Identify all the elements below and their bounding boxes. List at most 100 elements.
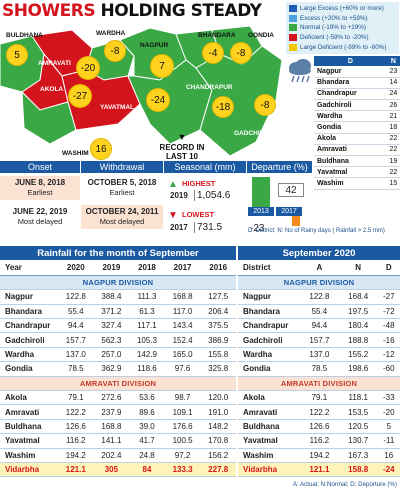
rainy-district: Gadchiroli xyxy=(314,99,387,112)
total-cell: 121.1 xyxy=(58,462,94,478)
rainy-count: 18 xyxy=(386,121,400,134)
sept-cell: 94.4 xyxy=(300,318,339,334)
sept-cell: 79.1 xyxy=(300,390,339,406)
sept-cell: -72 xyxy=(377,304,400,320)
rainfall-cell: 116.2 xyxy=(58,433,94,449)
district-name: Nagpur xyxy=(0,289,58,305)
district-name: Bhandara xyxy=(0,304,58,320)
rainfall-cell: 375.5 xyxy=(200,318,236,334)
district-name: Buldhana xyxy=(0,419,58,435)
rainfall-cell: 39.0 xyxy=(129,419,165,435)
sept-cell: 137.0 xyxy=(300,347,339,363)
district-name: Yavatmal xyxy=(0,433,58,449)
departure-value-2013: 42 xyxy=(278,183,304,197)
district-name: Chandrapur xyxy=(238,318,300,334)
monsoon-record-panel: Onset Withdrawal Seasonal (mm) Departure… xyxy=(0,161,312,245)
district-name: Gadchiroli xyxy=(238,332,300,348)
table-row: Yavatmal 116.2 130.7 -11 xyxy=(238,433,400,449)
rainfall-cell: 126.6 xyxy=(58,419,94,435)
sept-cell: -11 xyxy=(377,433,400,449)
city-label-akola: AKOLA xyxy=(40,86,64,93)
withdrawal-delayed-cell: OCTOBER 24, 2011 Most delayed xyxy=(81,205,163,229)
page-title: SHOWERS HOLDING STEADY xyxy=(2,1,262,21)
legend-item: Large Excess (+60% or more) xyxy=(289,4,396,14)
onset-earliest-date: JUNE 8, 2018 xyxy=(14,178,66,187)
rainy-district: Washim xyxy=(314,177,387,190)
table-row: Gondia 78.5 362.9 118.6 97.6 325.8 xyxy=(0,361,236,377)
legend-item: Deficient (-59% to -20%) xyxy=(289,33,396,43)
rainfall-cell: 78.5 xyxy=(58,361,94,377)
rainfall-cell: 127.5 xyxy=(200,289,236,305)
rainy-row: Buldhana 19 xyxy=(314,155,400,168)
rainy-row: Wardha 21 xyxy=(314,110,400,123)
rainfall-cell: 386.9 xyxy=(200,332,236,348)
sept-col-header: N xyxy=(338,261,378,276)
rainfall-cell: 206.4 xyxy=(200,304,236,320)
rainfall-cell: 41.7 xyxy=(129,433,165,449)
rainy-district: Bhandara xyxy=(314,77,387,89)
sept-cell: 197.5 xyxy=(338,304,378,320)
rainy-district: Yavatmal xyxy=(314,166,387,179)
bubble-akola: -27 xyxy=(68,84,92,108)
district-name: Akola xyxy=(0,390,58,406)
district-name: Yavatmal xyxy=(238,433,300,449)
legend-swatch xyxy=(289,34,297,42)
total-cell: Vidarbha xyxy=(238,462,300,478)
city-label-yavatmal: YAVATMAL xyxy=(100,104,135,111)
sept-cell: 153.5 xyxy=(338,404,378,420)
rainfall-cell: 327.4 xyxy=(93,318,130,334)
rainy-header-district: D xyxy=(314,56,387,66)
map-section: SHOWERS HOLDING STEADY BULDHANA WARDHA N… xyxy=(0,0,400,170)
legend: Large Excess (+60% or more) Excess (+20%… xyxy=(286,2,399,54)
rainfall-col-header: 2020 xyxy=(58,261,94,276)
rainfall-table-title: Rainfall for the month of September xyxy=(0,246,236,260)
legend-item: Normal (-19% to +19%) xyxy=(289,23,396,33)
seasonal-highest-label: HIGHEST xyxy=(182,179,216,188)
total-cell: 305 xyxy=(93,462,130,478)
rainy-count: 21 xyxy=(386,110,400,123)
table-row: Washim 194.2 202.4 24.8 97.2 156.2 xyxy=(0,448,236,463)
rainy-count: 15 xyxy=(386,177,400,190)
table-row: Gadchiroli 157.7 188.8 -16 xyxy=(238,332,400,348)
up-arrow-icon: ▲ xyxy=(168,179,178,190)
legend-swatch xyxy=(289,43,297,51)
sept-col-header: District xyxy=(238,261,300,276)
departure-value-2017: -23 xyxy=(250,223,265,234)
rainy-count: 23 xyxy=(386,66,400,78)
legend-label: Large Deficient (-99% to -60%) xyxy=(300,43,387,51)
table-row: Wardha 137.0 257.0 142.9 165.0 155.8 xyxy=(0,347,236,363)
table-row: Washim 194.2 167.3 16 xyxy=(238,448,400,463)
sept-cell: 157.7 xyxy=(300,332,339,348)
table-row: Bhandara 55.4 197.5 -72 xyxy=(238,304,400,320)
rainy-count: 26 xyxy=(386,99,400,112)
table-row: Gadchiroli 157.7 562.3 105.3 152.4 386.9 xyxy=(0,332,236,348)
withdrawal-earliest-cell: OCTOBER 5, 2018 Earliest xyxy=(81,176,163,200)
seasonal-lowest-value: 731.5 xyxy=(194,222,222,233)
rainy-row: Akola 22 xyxy=(314,133,400,145)
district-name: Nagpur xyxy=(238,289,300,305)
sept-table: District A N D NAGPUR DIVISION Nagpur 122.8 168… xyxy=(238,261,400,478)
sept-cell: 188.8 xyxy=(338,332,378,348)
title-part1: SHOWERS xyxy=(2,1,96,21)
division-row: AMRAVATI DIVISION xyxy=(0,376,236,392)
table-row: Nagpur 122.8 388.4 111.3 168.8 127.5 xyxy=(0,289,236,305)
sept-cell: 180.4 xyxy=(338,318,378,334)
district-name: Bhandara xyxy=(238,304,300,320)
onset-delayed-label: Most delayed xyxy=(17,217,63,226)
rainy-district: Chandrapur xyxy=(314,88,387,101)
sept-cell: 126.6 xyxy=(300,419,339,435)
rainfall-cell: 117.1 xyxy=(129,318,165,334)
legend-label: Excess (+20% to +59%) xyxy=(300,14,368,22)
rainy-row: Gondia 18 xyxy=(314,121,400,134)
sept-cell: 122.2 xyxy=(300,404,339,420)
rainfall-cell: 105.3 xyxy=(129,332,165,348)
departure-bar-2013 xyxy=(252,177,270,207)
city-label-chandrapur: CHANDRAPUR xyxy=(186,84,233,91)
district-name: Gadchiroli xyxy=(0,332,58,348)
bubble-wardha: -8 xyxy=(104,40,126,62)
rainfall-cell: 120.0 xyxy=(200,390,236,406)
record-arrow-icon: ▼ xyxy=(177,132,187,142)
legend-swatch xyxy=(289,5,297,13)
onset-delayed-cell: JUNE 22, 2019 Most delayed xyxy=(0,205,80,229)
sept-cell: 120.5 xyxy=(338,419,378,435)
